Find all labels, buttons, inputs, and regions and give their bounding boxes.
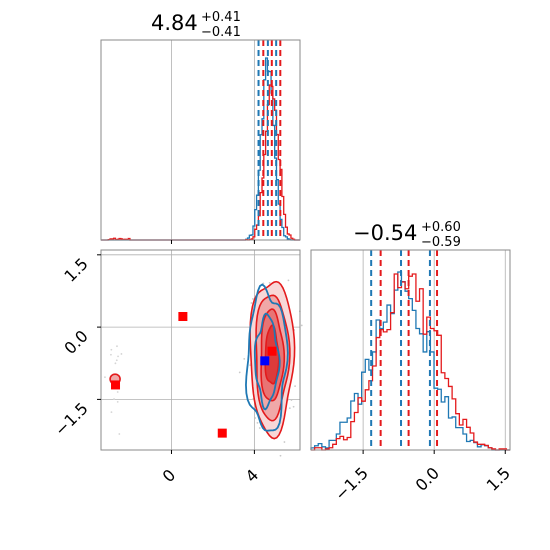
sample-point — [118, 433, 121, 435]
y-tick-label: −1.5 — [51, 399, 92, 440]
sample-point — [115, 359, 118, 362]
sample-point — [268, 281, 271, 284]
red-histogram-y — [311, 273, 510, 451]
sample-point — [252, 298, 254, 300]
title-y-value: −0.54 — [353, 221, 417, 245]
sample-point — [250, 302, 253, 304]
panel-frame — [310, 249, 511, 451]
sample-point — [300, 324, 303, 327]
sample-point — [262, 282, 265, 285]
sample-point — [113, 398, 115, 400]
sample-point — [114, 362, 117, 365]
y-tick-label: 0.0 — [60, 327, 91, 358]
panel-top-left-histogram — [100, 39, 301, 244]
red-square-marker — [178, 312, 188, 322]
sample-point — [258, 427, 261, 429]
sample-point — [283, 441, 286, 443]
sample-point — [110, 411, 113, 414]
sample-point — [120, 353, 123, 355]
blue-histogram-y — [310, 271, 510, 451]
sample-point — [287, 279, 290, 282]
title-y-param: −0.54 +0.60 −0.59 — [353, 220, 461, 250]
sample-point — [243, 358, 246, 360]
title-x-value: 4.84 — [151, 11, 198, 35]
title-y-minus: −0.59 — [421, 235, 461, 250]
sample-point — [290, 399, 293, 401]
x-tick-label: 1.5 — [483, 463, 514, 494]
x-tick-label: −1.5 — [331, 463, 372, 504]
sample-point — [288, 407, 291, 410]
y-tick-label: 1.5 — [60, 254, 91, 285]
sample-point — [294, 385, 296, 388]
blue-contour — [245, 283, 289, 432]
red-square-marker — [217, 428, 227, 438]
panel-bottom-left-scatter: 0 4 1.5 0.0 −1.5 — [51, 249, 303, 486]
sample-point — [117, 355, 119, 358]
red-histogram-x — [101, 84, 300, 241]
sample-point — [256, 422, 259, 424]
panel-frame — [100, 39, 301, 241]
sample-point — [116, 391, 119, 393]
sample-point — [110, 353, 112, 356]
blue-contour — [253, 312, 281, 411]
sample-point — [116, 400, 119, 403]
sample-point — [116, 345, 118, 348]
sample-point — [110, 348, 113, 351]
sample-point — [292, 405, 295, 408]
x-tick-label: 0 — [159, 465, 180, 486]
sample-point — [238, 371, 241, 374]
sample-point — [104, 376, 106, 379]
title-x-minus: −0.41 — [201, 25, 241, 40]
red-square-marker — [111, 380, 121, 390]
panel-bottom-right-histogram: −1.5 0.0 1.5 — [310, 249, 514, 504]
panel-frame — [100, 249, 301, 451]
title-y-plus: +0.60 — [421, 220, 461, 235]
red-square-marker — [267, 346, 277, 356]
title-x-plus: +0.41 — [201, 10, 241, 25]
title-x-param: 4.84 +0.41 −0.41 — [151, 10, 241, 40]
blue-square-marker — [260, 356, 270, 366]
sample-point — [279, 454, 282, 457]
x-tick-label: 0.0 — [412, 463, 443, 494]
sample-point — [254, 417, 257, 419]
x-tick-label: 4 — [242, 465, 263, 486]
